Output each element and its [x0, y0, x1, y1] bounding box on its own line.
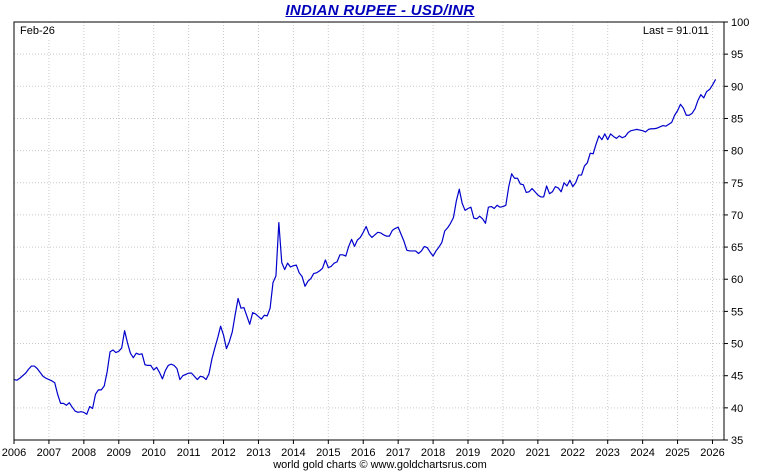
svg-text:2017: 2017 [386, 447, 410, 459]
svg-text:2011: 2011 [177, 447, 201, 459]
svg-text:2006: 2006 [2, 447, 26, 459]
svg-text:2025: 2025 [665, 447, 689, 459]
svg-text:2013: 2013 [246, 447, 270, 459]
watermark-caption: world gold charts © www.goldchartsrus.co… [273, 459, 487, 471]
svg-text:2023: 2023 [595, 447, 619, 459]
svg-text:85: 85 [731, 113, 743, 125]
svg-text:2026: 2026 [700, 447, 724, 459]
svg-text:2022: 2022 [561, 447, 585, 459]
svg-text:2016: 2016 [351, 447, 375, 459]
svg-text:100: 100 [731, 17, 749, 29]
last-value-label: Last = 91.011 [639, 24, 712, 38]
svg-text:2014: 2014 [281, 447, 305, 459]
svg-text:2015: 2015 [316, 447, 340, 459]
svg-text:35: 35 [731, 435, 743, 447]
svg-text:70: 70 [731, 210, 743, 222]
svg-text:40: 40 [731, 403, 743, 415]
svg-text:65: 65 [731, 242, 743, 254]
svg-text:95: 95 [731, 49, 743, 61]
svg-text:2024: 2024 [630, 447, 654, 459]
svg-text:2008: 2008 [72, 447, 96, 459]
svg-text:2018: 2018 [421, 447, 445, 459]
svg-text:50: 50 [731, 339, 743, 351]
svg-text:2019: 2019 [456, 447, 480, 459]
svg-text:45: 45 [731, 371, 743, 383]
current-date-label: Feb-26 [17, 24, 58, 38]
svg-text:2010: 2010 [141, 447, 165, 459]
svg-text:2009: 2009 [107, 447, 131, 459]
svg-text:90: 90 [731, 81, 743, 93]
svg-text:2012: 2012 [211, 447, 235, 459]
svg-text:75: 75 [731, 178, 743, 190]
svg-text:2007: 2007 [37, 447, 61, 459]
svg-text:55: 55 [731, 306, 743, 318]
svg-text:80: 80 [731, 146, 743, 158]
svg-text:2021: 2021 [526, 447, 550, 459]
svg-text:60: 60 [731, 274, 743, 286]
chart-title: INDIAN RUPEE - USD/INR [285, 2, 475, 19]
svg-text:2020: 2020 [491, 447, 515, 459]
